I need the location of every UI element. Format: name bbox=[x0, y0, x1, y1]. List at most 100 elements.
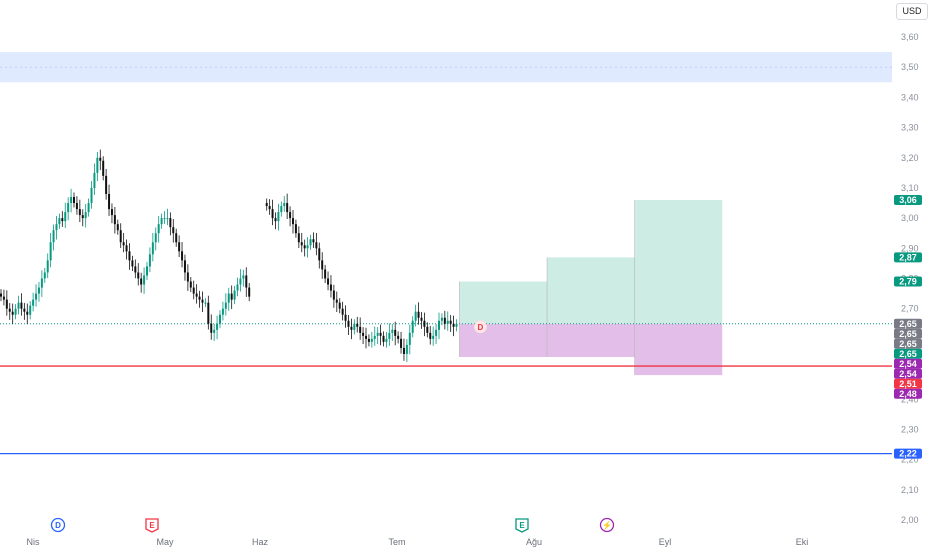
candle-body bbox=[353, 323, 356, 330]
target-loss-zone bbox=[547, 323, 635, 357]
candle-body bbox=[172, 227, 175, 234]
event-label: ⚡ bbox=[602, 520, 612, 530]
candle-body bbox=[175, 233, 178, 243]
candle-body bbox=[35, 293, 38, 300]
candle-body bbox=[423, 320, 426, 327]
price-tick-label: 3,60 bbox=[901, 32, 919, 42]
price-label-text: 2,65 bbox=[899, 329, 917, 339]
candle-body bbox=[108, 193, 111, 210]
price-tick-label: 2,40 bbox=[901, 394, 919, 404]
earnings-event-icon[interactable] bbox=[515, 518, 529, 533]
price-label-text: 2,65 bbox=[899, 339, 917, 349]
candle-body bbox=[122, 242, 125, 246]
target-profit-zone bbox=[547, 257, 635, 324]
price-tick-label: 3,10 bbox=[901, 183, 919, 193]
candle-body bbox=[49, 242, 52, 261]
candle-body bbox=[446, 320, 449, 324]
candle-body bbox=[99, 157, 102, 161]
candle-body bbox=[449, 320, 452, 324]
target-profit-zone bbox=[634, 200, 723, 324]
candle-body bbox=[344, 314, 347, 321]
event-label: D bbox=[55, 521, 61, 530]
candle-body bbox=[219, 314, 221, 324]
currency-button[interactable]: USD bbox=[896, 3, 928, 20]
candle-body bbox=[411, 320, 414, 333]
zones-layer bbox=[0, 52, 892, 83]
candle-body bbox=[388, 332, 391, 339]
candle-body bbox=[373, 335, 376, 339]
price-tick-label: 2,90 bbox=[901, 243, 919, 253]
candle-body bbox=[408, 332, 411, 345]
candle-body bbox=[17, 302, 20, 309]
price-tick-label: 2,20 bbox=[901, 455, 919, 465]
earnings-event-icon[interactable] bbox=[145, 518, 159, 533]
price-tick-label: 3,20 bbox=[901, 153, 919, 163]
candle-body bbox=[414, 311, 417, 321]
price-tick-label: 2,00 bbox=[901, 515, 919, 525]
candle-body bbox=[216, 323, 219, 330]
candle-body bbox=[181, 251, 184, 261]
candle-body bbox=[2, 296, 5, 300]
candle-body bbox=[391, 329, 394, 333]
candle-body bbox=[435, 329, 438, 336]
candle-body bbox=[113, 215, 116, 225]
candle-body bbox=[294, 224, 297, 234]
candle-body bbox=[370, 338, 373, 342]
candle-body bbox=[166, 218, 169, 220]
candle-body bbox=[93, 172, 96, 188]
candle-body bbox=[163, 218, 166, 220]
candle-body bbox=[0, 293, 2, 297]
candle-body bbox=[64, 212, 67, 222]
price-tick-label: 2,10 bbox=[901, 485, 919, 495]
targets-layer bbox=[459, 200, 723, 376]
candle-body bbox=[376, 332, 379, 336]
candle-body bbox=[207, 302, 210, 324]
candle-body bbox=[40, 278, 43, 288]
dividend-marker[interactable] bbox=[473, 320, 487, 334]
candle-body bbox=[134, 266, 137, 273]
candle-body bbox=[96, 157, 99, 173]
price-label-text: 2,54 bbox=[899, 359, 917, 369]
candle-body bbox=[154, 233, 157, 243]
target-profit-zone bbox=[459, 281, 548, 324]
candle-body bbox=[210, 323, 213, 333]
price-tick-label: 3,40 bbox=[901, 92, 919, 102]
candle-body bbox=[230, 293, 233, 300]
price-label-text: 2,51 bbox=[899, 379, 917, 389]
lines-layer bbox=[0, 323, 892, 455]
candle-body bbox=[397, 335, 400, 339]
price-label-text: 2,48 bbox=[899, 389, 917, 399]
price-label-text: 2,79 bbox=[899, 277, 917, 287]
candle-body bbox=[14, 308, 17, 315]
time-axis-label: May bbox=[156, 537, 174, 547]
candle-body bbox=[283, 203, 286, 207]
candle-body bbox=[189, 281, 192, 288]
candle-body bbox=[128, 251, 131, 261]
candle-body bbox=[102, 160, 105, 176]
candle-body bbox=[321, 260, 324, 270]
time-axis-label: Tem bbox=[388, 537, 405, 547]
candle-body bbox=[43, 272, 46, 279]
time-axis-label: Eki bbox=[796, 537, 809, 547]
candle-body bbox=[438, 320, 440, 330]
candle-body bbox=[324, 269, 327, 279]
candle-body bbox=[338, 302, 341, 309]
price-label-text: 2,65 bbox=[899, 349, 917, 359]
candle-body bbox=[213, 329, 216, 333]
price-label-badge bbox=[894, 448, 922, 459]
price-label-badge bbox=[894, 378, 922, 389]
candle-body bbox=[265, 203, 268, 207]
candle-body bbox=[75, 203, 78, 210]
candle-body bbox=[350, 326, 353, 330]
split-event-icon[interactable] bbox=[599, 517, 615, 533]
candle-body bbox=[61, 218, 64, 222]
candle-body bbox=[151, 242, 154, 255]
price-label-badge bbox=[894, 358, 922, 369]
dividend-event-icon[interactable] bbox=[50, 517, 66, 533]
candle-body bbox=[8, 308, 11, 312]
candle-body bbox=[443, 317, 446, 324]
candle-body bbox=[274, 218, 277, 222]
candle-body bbox=[157, 224, 160, 234]
candle-body bbox=[186, 272, 189, 282]
